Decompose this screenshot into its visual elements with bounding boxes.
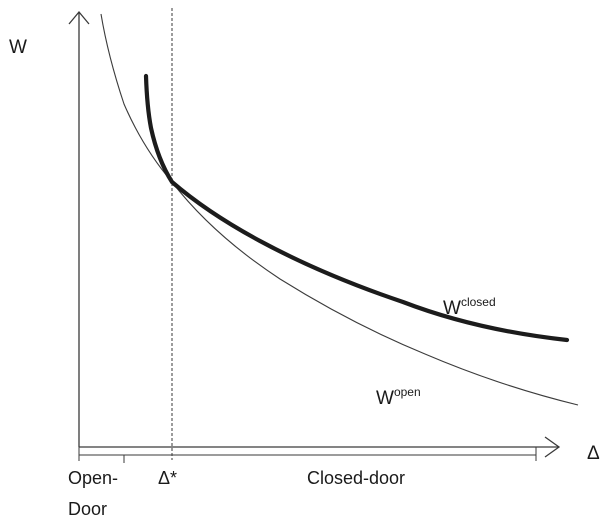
- w-closed-label: Wclosed: [443, 295, 496, 319]
- w-open-label: Wopen: [376, 385, 421, 409]
- open-door-label-line2: Door: [68, 499, 107, 519]
- x-axis-arrowhead: [544, 436, 561, 458]
- w-closed-curve: [143, 73, 570, 343]
- w-closed-superscript: closed: [461, 295, 496, 309]
- w-open-superscript: open: [394, 385, 421, 399]
- open-door-label-line1: Open-: [68, 468, 118, 488]
- y-axis-label: W: [9, 37, 27, 58]
- y-axis-arrowhead: [68, 10, 90, 25]
- region-bracket: [78, 447, 537, 463]
- w-closed-base: W: [443, 298, 461, 319]
- threshold-label: Δ*: [158, 468, 177, 488]
- w-open-curve: [100, 13, 579, 406]
- closed-door-label: Closed-door: [307, 468, 405, 488]
- x-axis-label: Δ: [587, 443, 600, 464]
- w-open-base: W: [376, 388, 394, 409]
